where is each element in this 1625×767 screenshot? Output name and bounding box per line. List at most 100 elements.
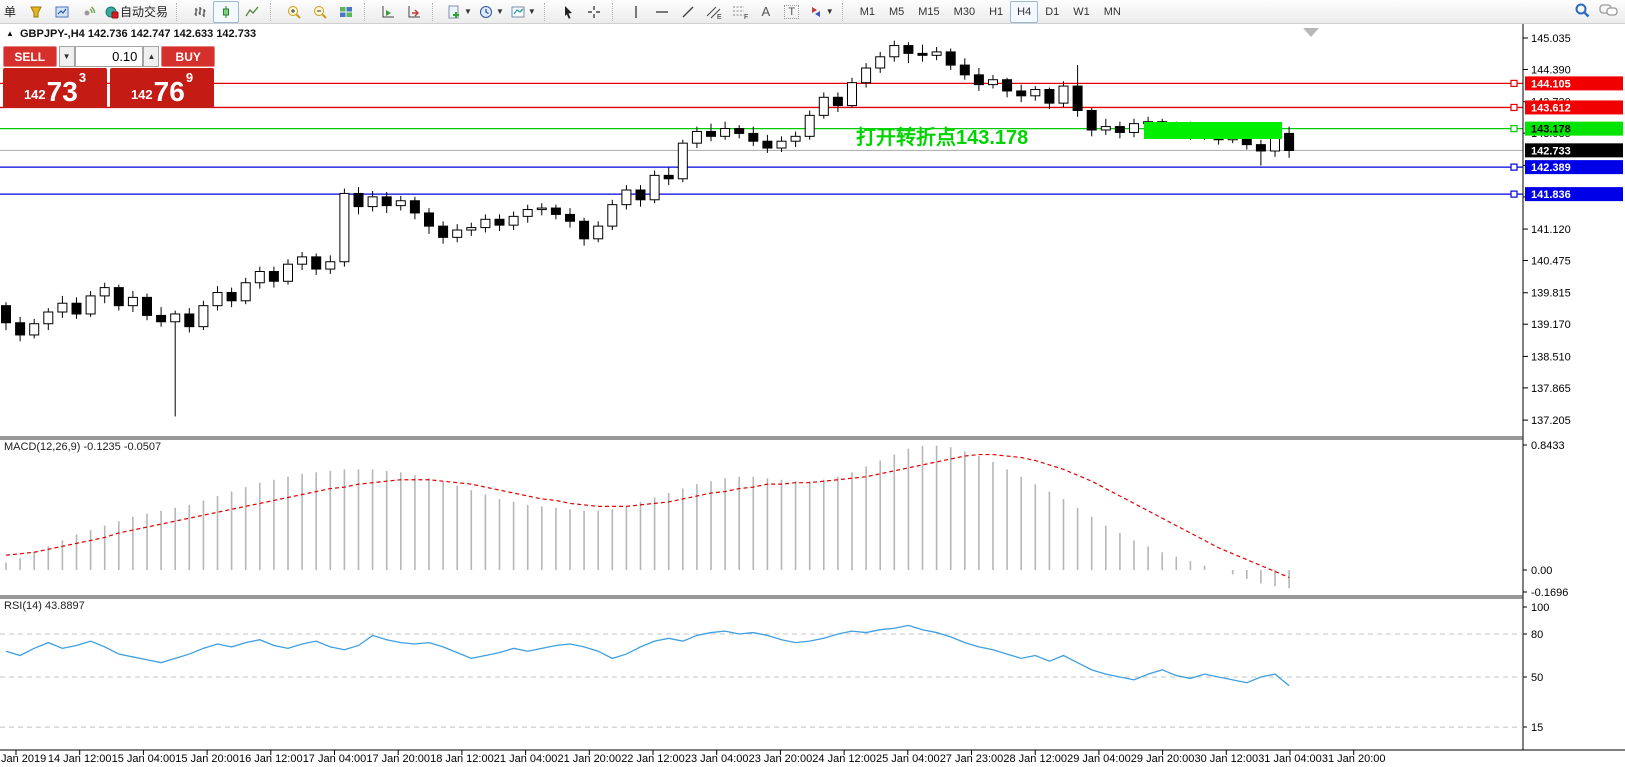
timeframe-m30[interactable]: M30 <box>953 5 976 18</box>
line-handle[interactable] <box>1510 163 1518 171</box>
buy-button[interactable]: BUY <box>161 46 215 67</box>
svg-text:E: E <box>717 14 722 20</box>
new-order-button[interactable]: 单 <box>0 1 23 23</box>
volume-decrease-button[interactable]: ▼ <box>58 46 75 67</box>
price-axis[interactable]: 145.035144.390143.730143.085142.425141.7… <box>1523 33 1571 734</box>
svg-text:23 Jan 04:00: 23 Jan 04:00 <box>685 753 749 765</box>
triangle-up-icon: ▲ <box>147 52 156 61</box>
timeframe-h4[interactable]: H4 <box>1010 0 1039 23</box>
search-icon[interactable] <box>1574 2 1591 22</box>
svg-text:50: 50 <box>1531 672 1543 684</box>
trendline-icon[interactable] <box>675 1 701 23</box>
toolbar-separator <box>841 2 848 21</box>
highlight-rectangle[interactable] <box>1144 122 1282 139</box>
timeframe-m15[interactable]: M15 <box>918 5 940 18</box>
sell-button[interactable]: SELL <box>3 46 57 67</box>
timeframe-h1[interactable]: H1 <box>989 5 1004 18</box>
price-label: 144.105 <box>1525 76 1623 91</box>
bar-chart-icon[interactable] <box>187 1 213 23</box>
line-handle[interactable] <box>1510 79 1518 87</box>
svg-text:140.475: 140.475 <box>1531 256 1571 268</box>
equidistant-channel-icon[interactable]: E <box>701 1 727 23</box>
fibonacci-icon[interactable]: F <box>727 1 753 23</box>
svg-text:141.836: 141.836 <box>1531 189 1571 201</box>
line-chart-icon[interactable] <box>239 1 265 23</box>
timeframe-d1[interactable]: D1 <box>1045 5 1060 18</box>
line-handle[interactable] <box>1510 103 1518 112</box>
auto-scroll-icon[interactable] <box>375 1 401 23</box>
buy-price-pips: 76 <box>153 76 185 107</box>
svg-text:141.120: 141.120 <box>1531 224 1571 236</box>
toolbar-separator <box>611 2 618 21</box>
text-label-tool-icon[interactable]: T <box>779 1 805 23</box>
svg-text:100: 100 <box>1531 602 1549 614</box>
chevron-down-icon: ▼ <box>825 7 834 16</box>
templates-button[interactable]: ▼ <box>507 1 539 23</box>
one-click-trading-panel: SELL ▼ 0.10 ▲ BUY 142 73 3 142 76 9 <box>3 46 215 108</box>
svg-text:13 Jan 2019: 13 Jan 2019 <box>0 753 46 765</box>
zoom-out-icon[interactable] <box>307 1 333 23</box>
svg-text:17 Jan 20:00: 17 Jan 20:00 <box>366 753 430 765</box>
price-label: 142.733 <box>1525 143 1623 158</box>
svg-text:142.389: 142.389 <box>1531 162 1571 174</box>
price-label: 142.389 <box>1525 160 1623 175</box>
chart-annotation-text: 打开转折点143.178 <box>856 127 1029 149</box>
timeframe-mn[interactable]: MN <box>1103 5 1121 18</box>
timeframe-w1[interactable]: W1 <box>1073 5 1090 18</box>
chat-icon[interactable] <box>1599 2 1619 21</box>
toolbar-separator <box>270 2 276 21</box>
price-label: 141.836 <box>1525 187 1623 202</box>
candlesticks <box>1 40 1295 417</box>
sell-label: SELL <box>14 49 46 64</box>
volume-input[interactable]: 0.10 <box>74 46 144 67</box>
chart-shift-marker[interactable] <box>1303 28 1319 37</box>
line-handle[interactable] <box>1510 190 1518 198</box>
svg-text:144.390: 144.390 <box>1531 64 1571 76</box>
zoom-in-icon[interactable] <box>281 1 307 23</box>
new-chart-icon[interactable] <box>23 1 49 23</box>
svg-text:31 Jan 20:00: 31 Jan 20:00 <box>1322 753 1386 765</box>
macd-pane <box>5 445 1290 589</box>
volume-value: 0.10 <box>112 49 138 64</box>
autotrading-button[interactable]: 自动交易 <box>101 1 171 23</box>
svg-text:F: F <box>744 14 748 20</box>
horizontal-line-icon[interactable] <box>649 1 675 23</box>
svg-text:-0.1696: -0.1696 <box>1531 587 1568 599</box>
chart-shift-icon[interactable] <box>401 1 427 23</box>
svg-text:29 Jan 04:00: 29 Jan 04:00 <box>1067 753 1131 765</box>
rsi-pane <box>0 624 1523 728</box>
top-toolbar: 单 自动交易 <box>0 0 1625 24</box>
arrows-tool-button[interactable]: ▼ <box>805 1 837 23</box>
rsi-indicator-header: RSI(14) 43.8897 <box>4 600 85 612</box>
sell-price-pips: 73 <box>46 76 78 107</box>
sell-price-button[interactable]: 142 73 3 <box>3 68 107 108</box>
svg-text:0.00: 0.00 <box>1531 565 1552 577</box>
vertical-line-icon[interactable] <box>623 1 649 23</box>
periods-button[interactable]: ▼ <box>475 1 507 23</box>
profiles-icon[interactable] <box>49 1 75 23</box>
buy-price-button[interactable]: 142 76 9 <box>110 68 214 108</box>
toolbar-separator <box>543 2 550 21</box>
svg-text:15 Jan 20:00: 15 Jan 20:00 <box>175 753 239 765</box>
timeframe-m5[interactable]: M5 <box>888 5 905 18</box>
signals-icon[interactable] <box>75 1 101 23</box>
candlestick-chart-icon[interactable] <box>213 0 240 23</box>
crosshair-icon[interactable] <box>581 1 607 23</box>
cursor-icon[interactable] <box>555 1 581 23</box>
macd-title: MACD(12,26,9) <box>4 441 81 453</box>
tile-windows-icon[interactable] <box>333 1 359 23</box>
line-handle[interactable] <box>1510 125 1518 133</box>
triangle-down-icon: ▼ <box>62 52 71 61</box>
autotrading-label: 自动交易 <box>120 5 169 19</box>
volume-increase-button[interactable]: ▲ <box>143 46 160 67</box>
svg-text:80: 80 <box>1531 629 1543 641</box>
new-order-label: 单 <box>3 5 16 19</box>
indicators-button[interactable]: ▼ <box>443 1 475 23</box>
svg-text:143.612: 143.612 <box>1531 102 1571 114</box>
timeframe-m1[interactable]: M1 <box>859 5 875 18</box>
sell-price-point: 3 <box>78 70 87 85</box>
text-tool-icon[interactable]: A <box>753 1 779 23</box>
